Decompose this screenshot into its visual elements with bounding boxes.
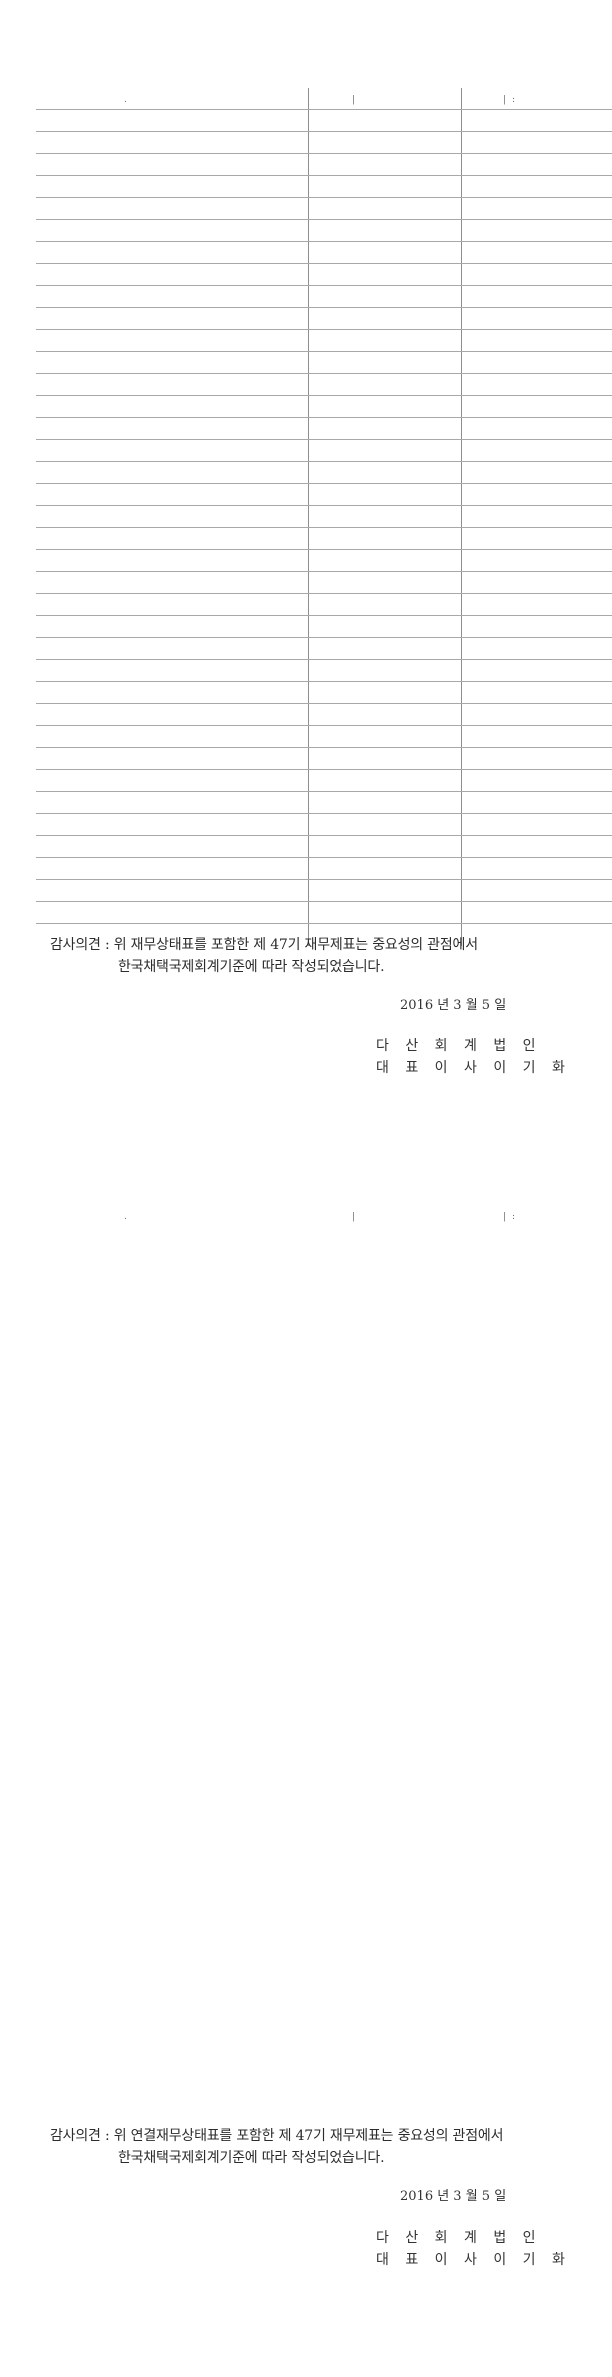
table-row [36,285,612,286]
table-row [36,351,612,352]
table-row [36,857,612,858]
table-row [36,813,612,814]
audit-opinion: 감사의견 : 위 연결재무상태표를 포함한 제 47기 재무제표는 중요성의 관… [50,2125,570,2169]
table-row [36,131,612,132]
audit-firm-name: 다 산 회 계 법 인 [376,1038,542,1054]
financial-table: . | | : [36,88,612,946]
auditor-representative: 대 표 이 사 이 기 화 [376,1060,571,1076]
table-row [36,615,612,616]
auditor-signature: 다 산 회 계 법 인 대 표 이 사 이 기 화 [376,1035,571,1079]
column-header-1: . [124,1212,127,1222]
column-header-3: | [503,95,507,105]
table-row [36,329,612,330]
audit-opinion-line-2: 한국채택국제회계기준에 따라 작성되었습니다. [118,959,385,975]
auditor-representative: 대 표 이 사 이 기 화 [376,2252,571,2268]
table-row [36,571,612,572]
column-divider [461,88,462,946]
table-row [36,175,612,176]
audit-opinion: 감사의견 : 위 재무상태표를 포함한 제 47기 재무제표는 중요성의 관점에… [50,934,570,978]
table-row [36,681,612,682]
table-row [36,747,612,748]
table-row [36,197,612,198]
table-row [36,703,612,704]
table-row [36,307,612,308]
column-header-3: | [503,1212,507,1222]
auditor-signature: 다 산 회 계 법 인 대 표 이 사 이 기 화 [376,2227,571,2271]
table-row [36,725,612,726]
table-row [36,109,612,110]
table-row [36,417,612,418]
table-row [36,373,612,374]
table-row [36,901,612,902]
table-row [36,549,612,550]
column-header-4: : [512,95,516,105]
table-row [36,241,612,242]
audit-opinion-line-2: 한국채택국제회계기준에 따라 작성되었습니다. [118,2150,385,2166]
table-row [36,593,612,594]
financial-table: . | | : [36,1212,612,1226]
table-row [36,923,612,924]
column-header-1: . [124,95,127,105]
table-row [36,461,612,462]
column-header-2: | [352,1212,356,1222]
audit-opinion-line-1: 감사의견 : 위 재무상태표를 포함한 제 47기 재무제표는 중요성의 관점에… [50,937,478,953]
table-row [36,219,612,220]
report-date: 2016 년 3 월 5 일 [400,2189,507,2204]
table-row [36,527,612,528]
column-header-4: : [512,1212,516,1222]
table-row [36,835,612,836]
audit-opinion-line-1: 감사의견 : 위 연결재무상태표를 포함한 제 47기 재무제표는 중요성의 관… [50,2128,504,2144]
table-row [36,395,612,396]
table-row [36,637,612,638]
table-row [36,659,612,660]
audit-firm-name: 다 산 회 계 법 인 [376,2230,542,2246]
table-row [36,263,612,264]
report-date: 2016 년 3 월 5 일 [400,998,507,1013]
column-divider [308,88,309,946]
table-row [36,153,612,154]
table-row [36,439,612,440]
table-row [36,505,612,506]
column-header-2: | [352,95,356,105]
table-row [36,483,612,484]
table-row [36,769,612,770]
table-row [36,879,612,880]
table-row [36,791,612,792]
